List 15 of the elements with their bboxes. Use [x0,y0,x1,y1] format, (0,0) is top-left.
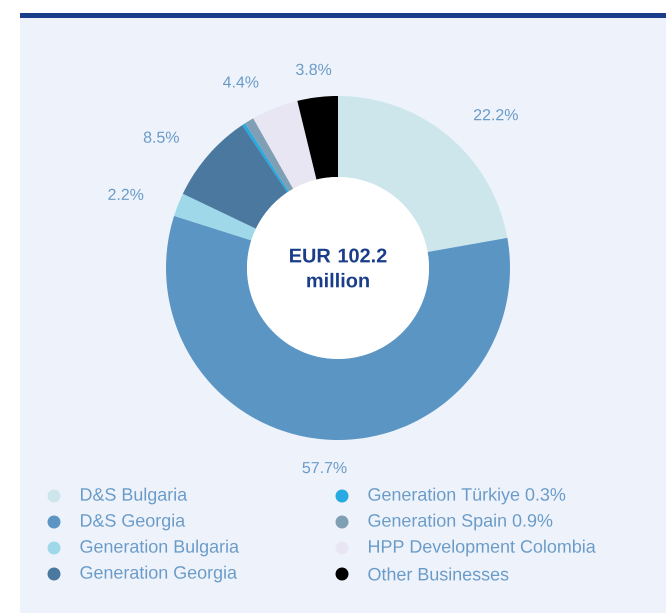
data-label: 8.5% [144,132,179,143]
legend-label: D&S Bulgaria [80,488,188,504]
data-label: 22.2% [474,109,518,120]
legend-label: Generation Georgia [80,566,237,582]
data-label: 4.4% [223,76,258,88]
text: EUR 102.2 million [290,248,386,288]
data-label: 2.2% [108,188,144,200]
legend-label: HPP Development Colombia [368,540,596,556]
legend-label: D&S Georgia [80,514,186,530]
data-label: 57.7% [302,462,347,474]
legend-label: Generation Türkiye 0.3% [368,488,566,504]
legend-label: Generation Bulgaria [80,540,239,556]
legend-label: Generation Spain 0.9% [368,514,552,530]
data-label: 3.8% [296,64,332,76]
legend-label: Other Businesses [368,567,508,581]
